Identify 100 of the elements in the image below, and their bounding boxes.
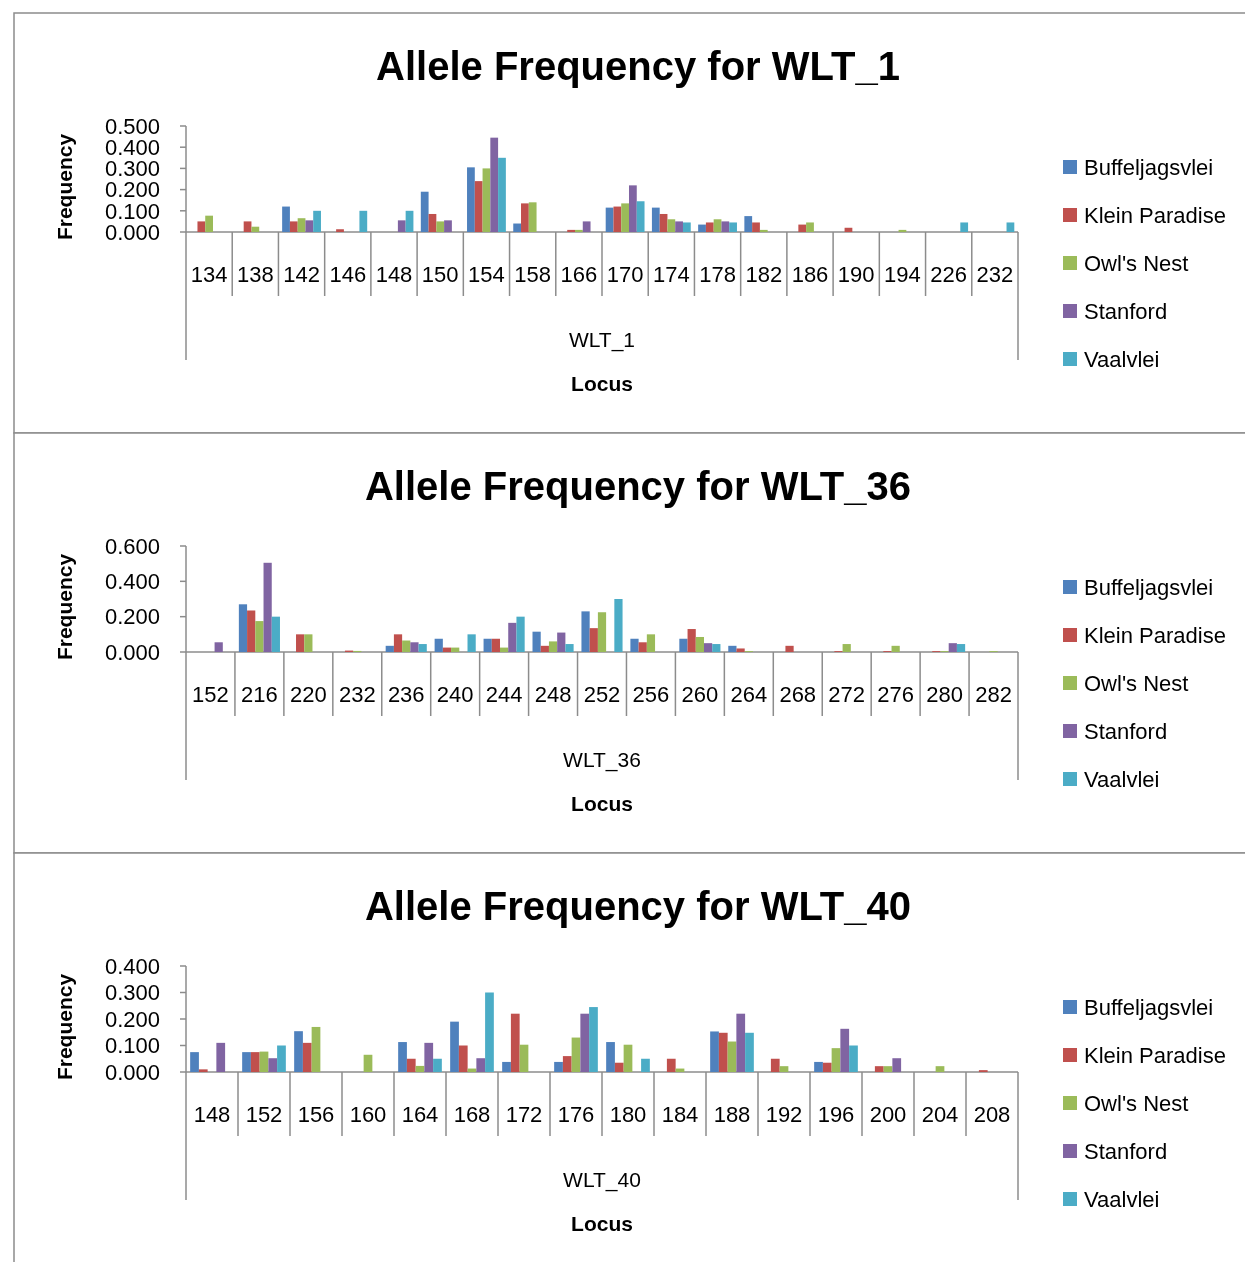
x-tick-label: 152 <box>192 681 229 707</box>
bar <box>623 1044 633 1072</box>
y-tick-label: 0.000 <box>104 1059 160 1085</box>
x-tick-label: 184 <box>661 1101 699 1127</box>
bar <box>502 1061 511 1072</box>
x-tick-label: 164 <box>401 1101 439 1127</box>
bar <box>197 221 206 232</box>
bar <box>785 645 794 652</box>
bar <box>424 1042 434 1072</box>
chart-title: Allele Frequency for WLT_1 <box>376 44 900 88</box>
bar <box>363 1054 373 1072</box>
x-tick-label: 170 <box>606 261 644 287</box>
bar <box>675 221 683 232</box>
bar <box>948 643 957 652</box>
bar <box>581 611 590 652</box>
bar <box>476 1058 486 1072</box>
chart-title: Allele Frequency for WLT_40 <box>364 884 912 928</box>
x-tick-label: 138 <box>236 261 274 287</box>
x-tick-label: 168 <box>453 1101 491 1127</box>
bar <box>582 221 591 232</box>
bar <box>250 1052 260 1072</box>
bar <box>614 1062 624 1072</box>
x-tick-label: 232 <box>976 261 1014 287</box>
bar <box>289 221 298 232</box>
text: WLT_40 <box>563 1168 641 1193</box>
legend-label: Vaalvlei <box>1084 1186 1160 1212</box>
bar <box>243 221 252 232</box>
x-tick-label: 248 <box>534 681 572 707</box>
x-tick-label: 150 <box>421 261 459 287</box>
bar <box>597 612 607 652</box>
bar <box>814 1061 823 1072</box>
bar <box>562 1056 572 1072</box>
bar <box>490 137 499 232</box>
bar <box>205 215 213 232</box>
legend-label: Buffeljagsvlei <box>1084 574 1214 600</box>
bar <box>532 631 541 652</box>
x-tick-label: 232 <box>338 681 376 707</box>
x-tick-label: 190 <box>837 261 875 287</box>
legend-label: Owl's Nest <box>1084 670 1189 696</box>
bar <box>491 638 501 652</box>
bar <box>727 1041 737 1072</box>
legend-label: Vaalvlei <box>1084 346 1160 372</box>
y-tick-label: 0.100 <box>104 1033 160 1059</box>
bar <box>752 222 760 232</box>
bar <box>397 220 406 232</box>
bar <box>728 645 737 652</box>
bar <box>467 634 476 652</box>
legend-label: Buffeljagsvlei <box>1084 154 1214 180</box>
bar <box>296 634 305 652</box>
legend-label: Vaalvlei <box>1084 766 1160 792</box>
bar <box>311 1026 321 1072</box>
bar <box>259 1051 269 1072</box>
bar <box>1006 222 1015 232</box>
x-tick-label: 154 <box>468 261 505 287</box>
bar <box>436 221 445 232</box>
x-tick-label: 146 <box>329 261 367 287</box>
bar <box>418 644 427 652</box>
bar <box>238 604 248 652</box>
x-tick-label: 180 <box>609 1101 647 1127</box>
legend-label: Owl's Nest <box>1084 250 1189 276</box>
bar <box>628 185 637 232</box>
bar <box>450 1021 459 1072</box>
x-tick-label: 216 <box>241 681 278 707</box>
y-tick-label: 0.600 <box>104 533 160 559</box>
bar <box>557 632 566 652</box>
bar <box>198 1069 208 1072</box>
bar <box>831 1048 841 1072</box>
bar <box>713 219 722 232</box>
legend-label: Stanford <box>1084 1138 1168 1164</box>
bar <box>498 157 506 232</box>
bar <box>712 644 721 652</box>
bar <box>247 610 256 652</box>
bar <box>483 638 492 652</box>
bar <box>263 562 272 652</box>
bar <box>956 644 966 652</box>
bar <box>305 220 314 232</box>
x-axis-title: Locus <box>571 372 633 396</box>
bar <box>444 220 452 232</box>
bar <box>729 222 737 232</box>
bar <box>646 634 656 652</box>
text: WLT_1 <box>568 328 636 353</box>
bar <box>565 644 574 652</box>
bar <box>575 229 583 232</box>
bar <box>606 1042 615 1072</box>
bar <box>798 224 807 232</box>
bar <box>710 1031 719 1072</box>
x-tick-label: 244 <box>485 681 523 707</box>
bar <box>718 1032 728 1072</box>
bar <box>874 1066 884 1072</box>
x-tick-label: 276 <box>877 681 915 707</box>
bar <box>638 642 647 652</box>
bar <box>242 1052 251 1072</box>
bar <box>589 628 598 652</box>
bar <box>294 1031 303 1072</box>
bar <box>770 1058 780 1072</box>
x-tick-label: 220 <box>289 681 327 707</box>
legend-label: Buffeljagsvlei <box>1084 994 1214 1020</box>
y-tick-label: 0.400 <box>104 569 160 595</box>
x-tick-label: 178 <box>699 261 736 287</box>
x-tick-label: 252 <box>583 681 621 707</box>
